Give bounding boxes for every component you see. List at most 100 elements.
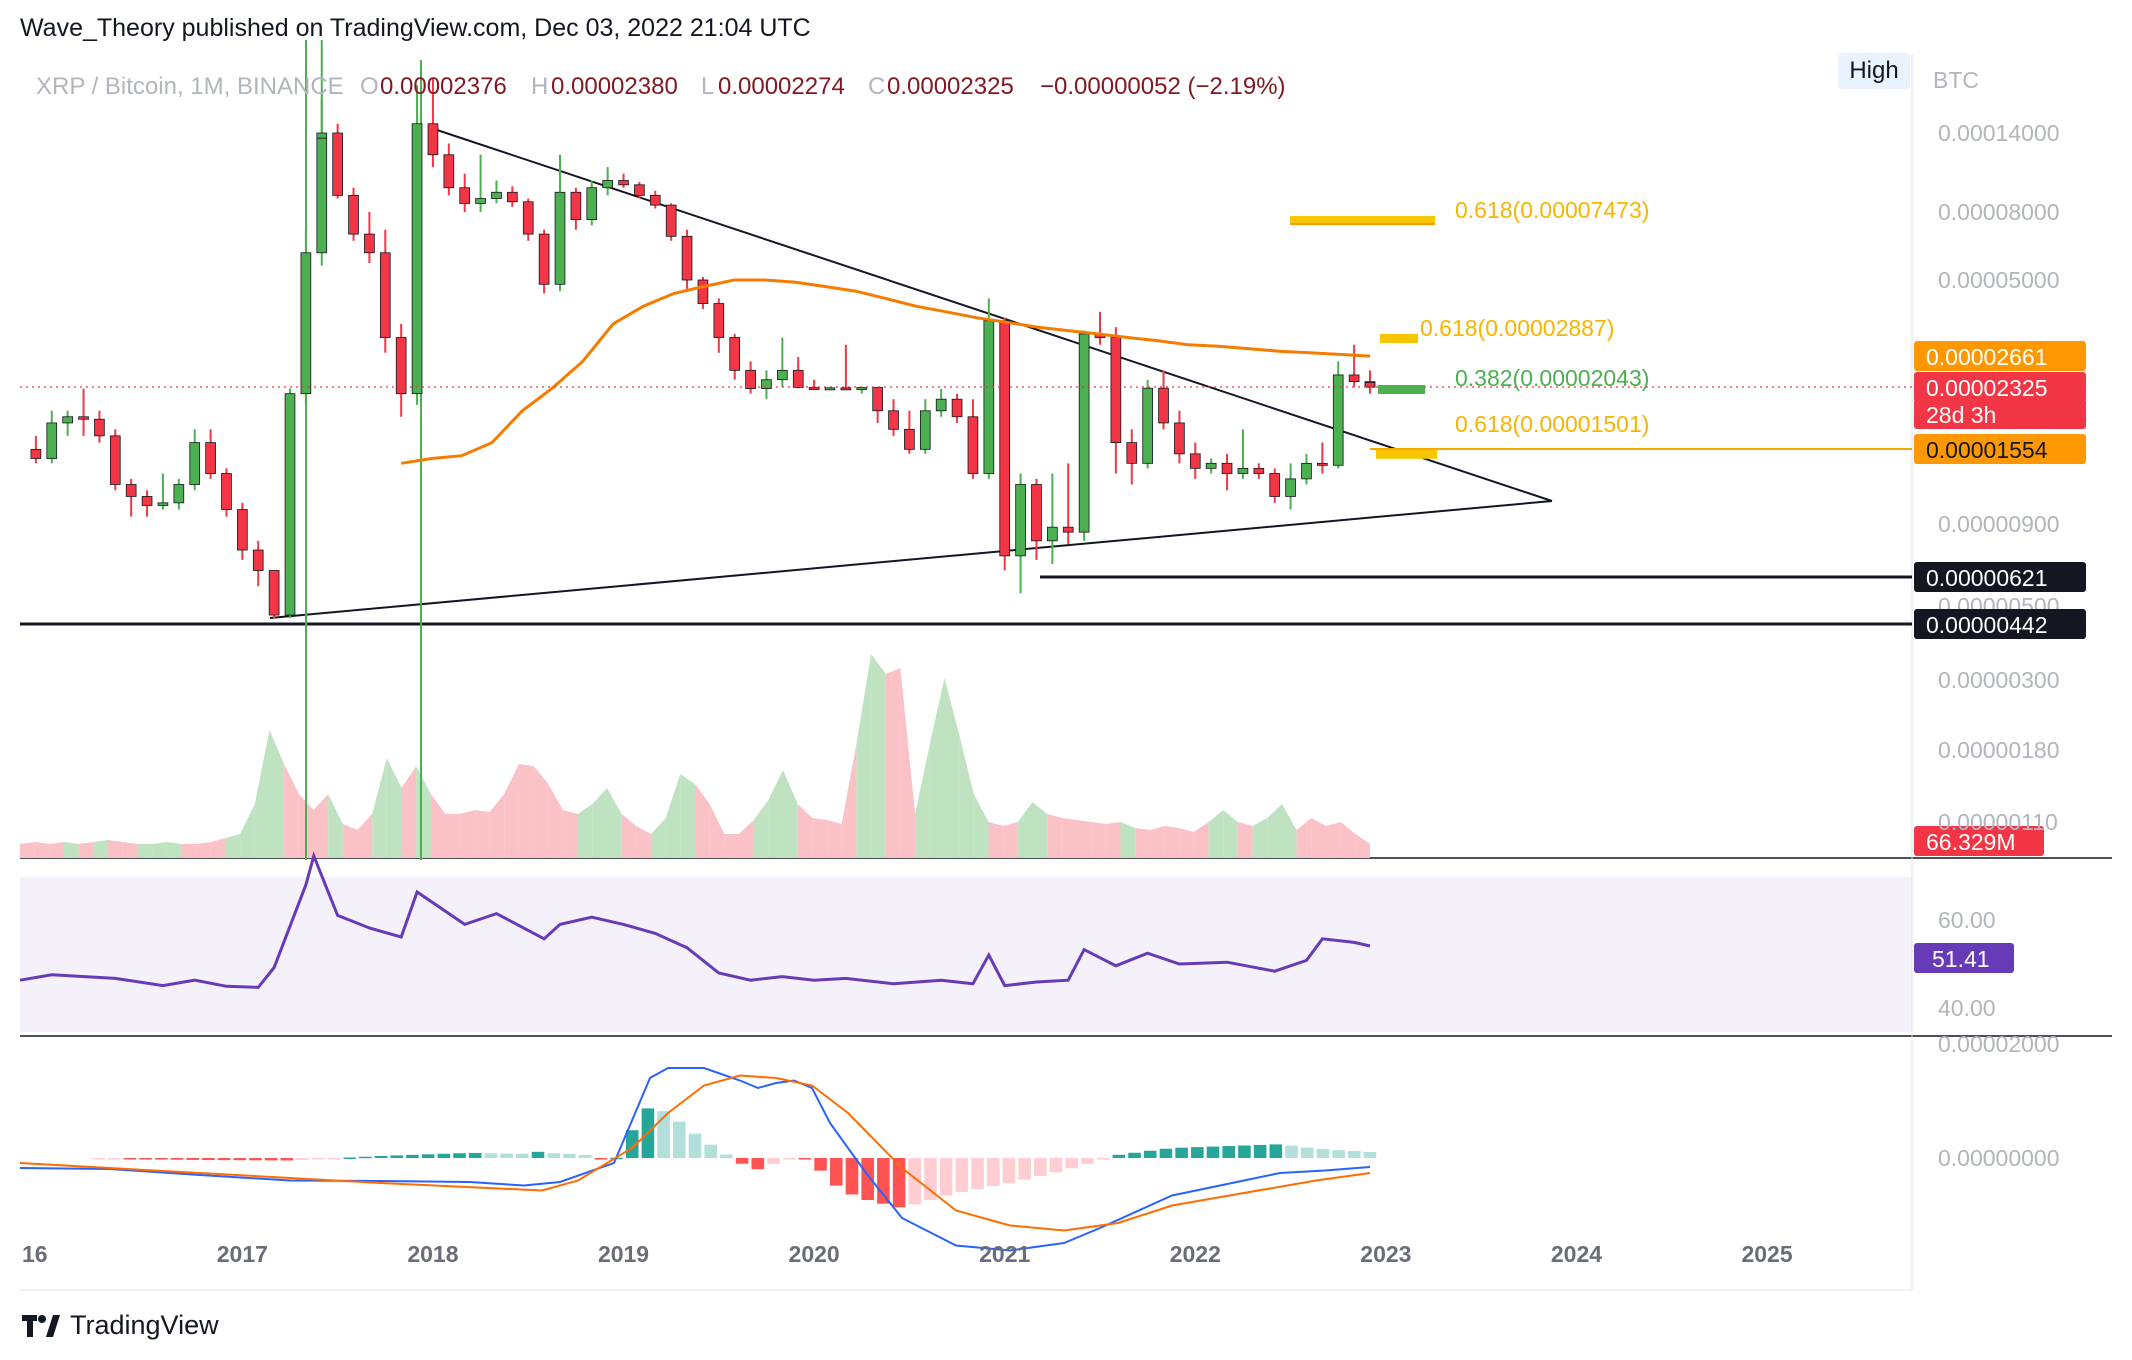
volume-segment xyxy=(78,842,94,858)
macd-histogram-bar xyxy=(830,1158,843,1186)
macd-histogram-bar xyxy=(1300,1147,1314,1158)
volume-segment xyxy=(665,774,681,858)
macd-histogram-bar xyxy=(1112,1154,1126,1158)
price-badge xyxy=(1914,341,2086,371)
macd-histogram-bar xyxy=(563,1153,576,1158)
volume-badge-text: 66.329M xyxy=(1926,829,2016,855)
candle-body xyxy=(475,198,486,204)
candle-body xyxy=(1301,462,1312,480)
tradingview-logo-icon xyxy=(22,1314,60,1337)
candle-body xyxy=(364,233,375,254)
price-axis: 0.00014000 0.00008000 0.00005000 0.00000900… xyxy=(1914,120,2086,835)
volume-segment xyxy=(592,788,607,858)
candle-body xyxy=(491,191,502,199)
candle-body xyxy=(729,337,741,371)
macd-histogram-bar xyxy=(1238,1145,1251,1158)
price-badge-text: 0.00001554 xyxy=(1926,437,2048,463)
candle-body xyxy=(824,387,836,391)
volume-segment xyxy=(269,730,285,858)
volume-segment xyxy=(196,842,211,858)
macd-histogram-bar xyxy=(249,1158,262,1161)
volume-segment xyxy=(430,794,446,858)
candle-body xyxy=(1348,374,1360,383)
candle-body xyxy=(316,132,328,139)
macd-histogram-bar xyxy=(594,1158,608,1160)
macd-histogram-bar xyxy=(673,1121,686,1158)
candle-body xyxy=(94,418,105,437)
price-tick-label: 0.00000300 xyxy=(1938,667,2060,693)
candle-body xyxy=(1031,484,1042,542)
macd-histogram-bar xyxy=(296,1158,309,1160)
volume-segment xyxy=(1105,822,1121,858)
candle-body xyxy=(570,191,582,220)
volume-segment xyxy=(885,668,901,858)
macd-histogram-bar xyxy=(688,1133,702,1158)
candle-body xyxy=(983,320,995,474)
fib-marker xyxy=(1378,385,1425,394)
volume-segment xyxy=(1017,802,1033,858)
volume-segment xyxy=(181,844,197,858)
rsi-tick-label: 40.00 xyxy=(1938,995,1996,1021)
volume-segment xyxy=(973,794,989,858)
price-badge-text: 0.00000621 xyxy=(1926,565,2048,591)
candle-body xyxy=(1253,467,1265,474)
macd-histogram-bar xyxy=(547,1153,560,1158)
price-pane xyxy=(20,40,1912,619)
volume-segment xyxy=(401,766,417,858)
volume-segment xyxy=(240,804,255,858)
macd-histogram-bar xyxy=(1253,1144,1267,1158)
volume-badge xyxy=(1914,826,2044,856)
candle-body xyxy=(554,191,566,285)
volume-segment xyxy=(474,810,490,858)
fib-label: 0.618(0.00007473) xyxy=(1455,197,1649,223)
volume-segment xyxy=(357,814,373,858)
rsi-tick-label: 60.00 xyxy=(1938,907,1996,933)
volume-segment xyxy=(1252,818,1268,858)
macd-histogram-bar xyxy=(751,1158,765,1170)
ema-line xyxy=(400,278,1371,465)
volume-segment xyxy=(1267,804,1282,858)
macd-histogram-bar xyxy=(1285,1145,1298,1158)
candle-body xyxy=(967,416,979,474)
price-tick-label: 0.00000110 xyxy=(1938,809,2058,835)
volume-segment xyxy=(607,788,622,858)
volume-segment xyxy=(137,844,153,858)
currency-label: BTC xyxy=(1933,67,1979,93)
upper-trendline xyxy=(436,129,1553,502)
price-badge-text: 0.00002325 xyxy=(1926,375,2048,401)
volume-segment xyxy=(49,842,64,858)
volume-segment xyxy=(988,822,1004,858)
volume-segment xyxy=(1061,818,1077,858)
candle-body xyxy=(141,496,153,506)
volume-segment xyxy=(210,838,226,858)
macd-histogram-bar xyxy=(280,1158,294,1161)
candle-body xyxy=(411,123,423,395)
macd-histogram-bar xyxy=(343,1157,356,1160)
volume-segment xyxy=(753,800,769,858)
publish-header: Wave_Theory published on TradingView.com… xyxy=(20,14,811,42)
volume-segment xyxy=(1047,814,1062,858)
candle-body xyxy=(919,410,931,450)
macd-histogram-bar xyxy=(453,1153,466,1158)
candle-body xyxy=(1189,453,1201,469)
macd-histogram-bar xyxy=(1332,1150,1345,1158)
volume-segment xyxy=(372,758,387,858)
time-axis: 16 2017 2018 2019 2020 2021 2022 2023 2024 2025 xyxy=(22,1241,1793,1267)
candle-body xyxy=(761,379,772,389)
candle-body xyxy=(173,484,185,504)
legend-close-label: C xyxy=(868,73,885,100)
candle-body xyxy=(1110,337,1122,444)
candle-body xyxy=(1205,462,1217,469)
high-toggle-button[interactable]: High xyxy=(1838,53,1910,89)
candle-body xyxy=(30,448,42,459)
macd-histogram-bar xyxy=(107,1158,121,1160)
fib-marker xyxy=(1380,334,1418,343)
macd-histogram-bar xyxy=(437,1153,451,1158)
time-tick-label: 2025 xyxy=(1741,1241,1792,1267)
volume-segment xyxy=(386,758,402,858)
candle-body xyxy=(332,132,343,196)
fib-marker xyxy=(1376,449,1437,459)
volume-segment xyxy=(122,842,138,858)
volume-segment xyxy=(1091,822,1106,858)
